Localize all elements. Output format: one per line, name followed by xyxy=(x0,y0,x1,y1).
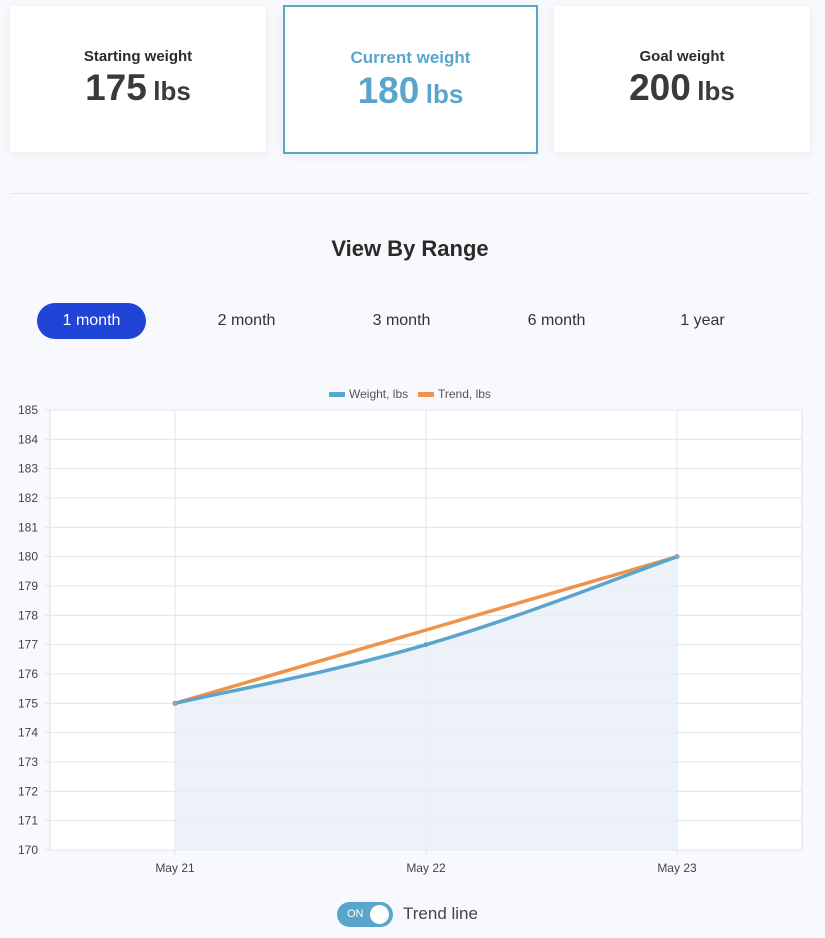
trend-line-label: Trend line xyxy=(403,904,478,923)
legend-weight-swatch xyxy=(329,392,345,397)
range-1-year-button[interactable]: 1 year xyxy=(680,312,725,329)
current-weight-number: 180 xyxy=(357,70,420,111)
toggle-state-text: ON xyxy=(347,908,364,920)
weight-chart: 170 171 172 173 174 175 176 177 178 179 180 181 182 1… xyxy=(0,380,825,880)
current-weight-unit: lbs xyxy=(425,79,464,109)
y-tick-label: 178 xyxy=(18,608,38,622)
starting-weight-unit: lbs xyxy=(153,76,191,106)
y-tick-label: 174 xyxy=(18,726,38,740)
y-tick-label: 175 xyxy=(18,696,38,710)
current-weight-label: Current weight xyxy=(350,48,471,67)
starting-weight-number: 175 xyxy=(85,67,147,108)
trend-point xyxy=(675,555,679,559)
legend-trend-label: Trend, lbs xyxy=(438,387,491,401)
y-tick-label: 170 xyxy=(18,843,38,857)
y-tick-label: 177 xyxy=(18,638,38,652)
goal-weight-value: 200 lbs xyxy=(554,67,810,109)
goal-weight-unit: lbs xyxy=(697,76,735,106)
y-tick-label: 179 xyxy=(18,579,38,593)
y-tick-label: 184 xyxy=(18,432,38,446)
current-weight-card: Current weight 180 lbs xyxy=(283,5,538,154)
y-tick-label: 185 xyxy=(18,403,38,417)
starting-weight-label: Starting weight xyxy=(83,48,193,65)
y-tick-label: 183 xyxy=(18,462,38,476)
range-3-month-button[interactable]: 3 month xyxy=(372,312,431,329)
weight-summary-cards: Starting weight 175 lbs Current weight 1… xyxy=(0,0,825,160)
starting-weight-value: 175 lbs xyxy=(10,67,266,109)
x-tick-label: May 23 xyxy=(657,861,697,875)
y-tick-label: 171 xyxy=(18,814,38,828)
trend-line-toggle[interactable]: ON xyxy=(337,902,393,927)
x-tick-label: May 22 xyxy=(406,861,446,875)
trend-point xyxy=(424,628,428,632)
goal-weight-label: Goal weight xyxy=(639,48,725,65)
y-tick-label: 173 xyxy=(18,755,38,769)
weight-area-fill xyxy=(175,556,677,850)
y-tick-label: 176 xyxy=(18,667,38,681)
y-tick-label: 180 xyxy=(18,550,38,564)
range-1-month-button[interactable]: 1 month xyxy=(37,303,146,339)
trend-point xyxy=(173,701,177,705)
weight-chart-svg: 170 171 172 173 174 175 176 177 178 179 180 181 182 1… xyxy=(18,387,803,875)
section-divider xyxy=(10,193,810,194)
range-title: View By Range xyxy=(331,236,489,261)
goal-weight-number: 200 xyxy=(629,67,691,108)
current-weight-value: 180 lbs xyxy=(285,70,536,112)
goal-weight-card: Goal weight 200 lbs xyxy=(554,6,810,152)
range-6-month-button[interactable]: 6 month xyxy=(527,312,586,329)
range-2-month-button[interactable]: 2 month xyxy=(217,312,276,329)
weight-point xyxy=(423,642,429,648)
legend-weight-label: Weight, lbs xyxy=(349,387,408,401)
y-tick-label: 172 xyxy=(18,784,38,798)
y-tick-label: 182 xyxy=(18,491,38,505)
y-tick-label: 181 xyxy=(18,520,38,534)
toggle-knob xyxy=(370,905,389,924)
legend-trend-swatch xyxy=(418,392,434,397)
x-tick-label: May 21 xyxy=(155,861,195,875)
starting-weight-card: Starting weight 175 lbs xyxy=(10,6,266,152)
